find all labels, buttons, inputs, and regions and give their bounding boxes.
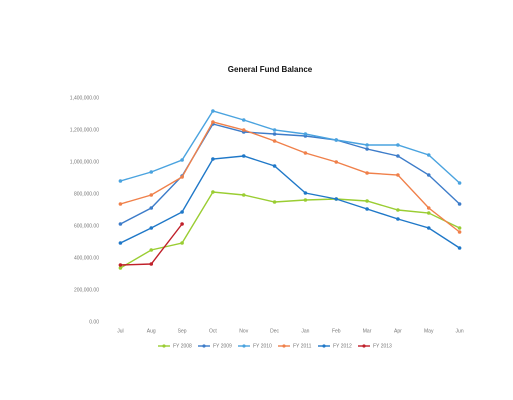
x-tick-label: Feb: [332, 328, 341, 334]
data-point: [211, 120, 215, 124]
data-point: [396, 173, 400, 177]
series-line: [120, 155, 460, 249]
data-point: [457, 246, 462, 250]
data-point: [426, 206, 431, 210]
data-point: [241, 154, 246, 158]
x-tick-label: Sep: [178, 328, 187, 334]
data-point: [149, 206, 154, 210]
data-point: [241, 193, 246, 197]
data-point: [457, 230, 462, 234]
data-point: [365, 171, 369, 175]
data-point: [396, 208, 400, 212]
data-point: [365, 207, 369, 211]
data-point: [180, 241, 184, 245]
y-tick-label: 400,000.00: [74, 255, 99, 261]
data-point: [426, 153, 431, 157]
y-tick-label: 1,400,000.00: [70, 95, 99, 101]
legend-marker: [322, 344, 326, 348]
y-tick-label: 800,000.00: [74, 191, 99, 197]
data-point: [396, 154, 400, 158]
series-line: [120, 123, 461, 225]
y-tick-label: 600,000.00: [74, 223, 99, 229]
legend-label: FY 2009: [213, 343, 232, 349]
data-point: [180, 175, 184, 179]
data-point: [272, 128, 277, 132]
data-point: [457, 226, 462, 230]
legend-label: FY 2013: [373, 343, 392, 349]
data-point: [365, 147, 369, 151]
x-tick-label: May: [424, 328, 434, 334]
data-point: [149, 262, 154, 266]
x-tick-label: Aug: [147, 328, 156, 334]
data-point: [365, 199, 369, 203]
data-point: [396, 217, 400, 221]
data-point: [303, 198, 308, 202]
data-point: [334, 160, 339, 164]
data-point: [365, 143, 369, 147]
data-point: [149, 193, 154, 197]
data-point: [149, 226, 154, 230]
data-point: [211, 157, 215, 161]
data-point: [241, 118, 246, 122]
data-point: [118, 179, 123, 183]
data-point: [396, 143, 400, 147]
data-point: [272, 132, 277, 136]
legend-marker: [282, 344, 286, 348]
data-point: [272, 164, 277, 168]
series-line: [120, 110, 461, 184]
x-tick-label: Dec: [270, 328, 279, 334]
data-point: [426, 226, 431, 230]
x-tick-label: Apr: [394, 328, 402, 334]
y-tick-label: 1,000,000.00: [70, 159, 99, 165]
x-tick-label: Mar: [363, 328, 372, 334]
legend-label: FY 2008: [173, 343, 192, 349]
data-point: [180, 222, 184, 226]
data-point: [334, 197, 339, 201]
data-point: [180, 158, 184, 162]
x-tick-label: Jul: [117, 328, 123, 334]
series-line: [120, 121, 461, 233]
data-point: [272, 139, 277, 143]
x-tick-label: Nov: [239, 328, 248, 334]
data-point: [272, 200, 277, 204]
x-tick-label: Oct: [209, 328, 217, 334]
legend-marker: [362, 344, 366, 348]
data-point: [457, 181, 462, 185]
x-tick-label: Jun: [456, 328, 464, 334]
data-point: [241, 128, 246, 132]
data-point: [118, 263, 123, 267]
data-point: [303, 191, 308, 195]
data-point: [149, 170, 154, 174]
legend-marker: [162, 344, 166, 348]
data-point: [303, 151, 308, 155]
data-point: [211, 190, 215, 194]
data-point: [118, 266, 123, 270]
y-tick-label: 1,200,000.00: [70, 127, 99, 133]
data-point: [334, 138, 339, 142]
data-point: [118, 241, 123, 245]
legend-label: FY 2012: [333, 343, 352, 349]
data-point: [426, 211, 431, 215]
y-tick-label: 200,000.00: [74, 287, 99, 293]
data-point: [118, 202, 123, 206]
data-point: [457, 202, 462, 206]
legend-label: FY 2011: [293, 343, 312, 349]
legend-label: FY 2010: [253, 343, 272, 349]
data-point: [303, 132, 308, 136]
legend-marker: [202, 344, 206, 348]
data-point: [118, 222, 123, 226]
data-point: [426, 173, 431, 177]
data-point: [180, 210, 184, 214]
series-line: [120, 191, 460, 269]
chart-title: General Fund Balance: [228, 65, 313, 74]
x-tick-label: Jan: [301, 328, 309, 334]
data-point: [211, 109, 215, 113]
y-tick-label: 0.00: [89, 319, 99, 325]
data-point: [149, 248, 154, 252]
legend-marker: [242, 344, 246, 348]
